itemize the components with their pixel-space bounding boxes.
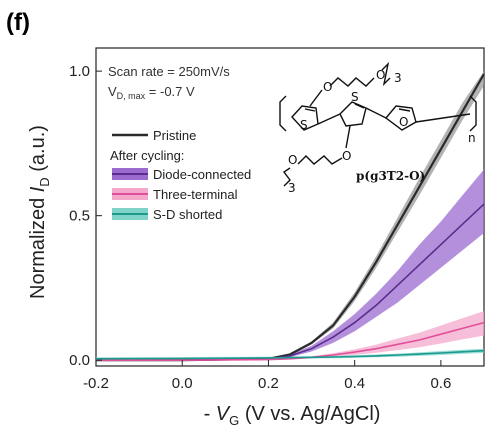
x-tick-label: 0.4 xyxy=(344,375,365,392)
x-tick-label: -0.2 xyxy=(83,375,109,392)
chem-oxygen-bottom-2: O xyxy=(288,153,297,167)
y-tick-label: 0.5 xyxy=(69,208,90,225)
sidechain-bottom-end xyxy=(282,167,291,187)
x-tick-label: 0.6 xyxy=(430,375,451,392)
legend-label-sd: S-D shorted xyxy=(153,207,222,222)
y-axis-title-prefix: Normalized xyxy=(27,192,49,299)
x-axis-title-sub: G xyxy=(229,413,239,428)
structure-left-bracket xyxy=(279,95,287,132)
x-tick-label: 0.2 xyxy=(258,375,279,392)
y-tick-label: 1.0 xyxy=(69,63,90,80)
y-axis-ticks: 0.0 0.5 1.0 xyxy=(69,63,102,369)
x-axis-title-var: V xyxy=(216,403,231,425)
band-pristine xyxy=(96,71,484,361)
series-lines xyxy=(95,73,485,362)
panel-label: (f) xyxy=(6,9,30,36)
sidechain-top-1 xyxy=(309,89,323,107)
chem-oxygen-top-1: O xyxy=(323,80,332,94)
double-bond-1 xyxy=(304,108,316,112)
thiophene-1 xyxy=(291,105,319,131)
thiophene-2 xyxy=(339,101,367,127)
y-axis-title-sub: D xyxy=(37,177,52,186)
band-s-d-shorted xyxy=(96,348,484,361)
legend-label-diode: Diode-connected xyxy=(153,167,251,182)
y-axis-title: Normalized ID (a.u.) xyxy=(27,125,52,299)
chem-sulfur-1: S xyxy=(300,118,308,132)
sidechain-top-end xyxy=(381,61,391,87)
bond-2 xyxy=(365,107,387,119)
sidechain-top xyxy=(329,77,375,87)
y-axis-title-var: I xyxy=(27,186,49,192)
chem-sulfur-2: S xyxy=(351,90,359,104)
y-tick-label: 0.0 xyxy=(69,352,90,369)
x-axis-title-unit: (V vs. Ag/AgCl) xyxy=(239,403,380,425)
vd-rest: = -0.7 V xyxy=(145,84,195,99)
bond-3 xyxy=(415,113,471,123)
double-bond-3 xyxy=(398,108,411,112)
chem-oxygen-bottom-1: O xyxy=(342,149,351,163)
x-tick-label: 0.0 xyxy=(172,375,193,392)
chem-oxygen-furan: O xyxy=(399,115,408,129)
vd-main: V xyxy=(108,84,117,99)
x-axis-title: - VG (V vs. Ag/AgCl) xyxy=(204,403,381,428)
double-bond-2 xyxy=(354,103,365,109)
line-three-terminal xyxy=(96,321,485,362)
y-axis-title-unit: (a.u.) xyxy=(27,125,49,177)
legend: Pristine After cycling: Diode-connected … xyxy=(110,128,251,222)
scan-rate-annotation: Scan rate = 250mV/s xyxy=(108,64,230,79)
confidence-bands xyxy=(96,71,484,361)
chem-n: n xyxy=(468,131,476,145)
chemical-structure xyxy=(279,61,477,187)
legend-label-pristine: Pristine xyxy=(153,128,196,143)
legend-group-label: After cycling: xyxy=(110,148,184,163)
chem-oxygen-top-2: O xyxy=(376,68,385,82)
structure-right-bracket xyxy=(469,95,477,132)
line-s-d-shorted xyxy=(95,349,485,360)
chemical-structure-labels: O O 3 S S O O O 3 n p(g3T2-O) xyxy=(288,68,476,195)
sidechain-bottom-1 xyxy=(345,125,351,149)
chem-sub3-top: 3 xyxy=(394,71,402,85)
furan-ring xyxy=(384,105,417,131)
x-axis-ticks: -0.2 0.0 0.2 0.4 0.6 xyxy=(83,360,451,392)
polymer-name: p(g3T2-O) xyxy=(356,169,425,183)
vd-sub: D, max xyxy=(117,91,146,101)
x-axis-title-prefix: - xyxy=(204,403,216,425)
vd-max-annotation: VD, max = -0.7 V xyxy=(108,84,195,101)
bond-1 xyxy=(317,113,341,125)
sidechain-bottom xyxy=(297,155,343,165)
legend-label-three-terminal: Three-terminal xyxy=(153,187,238,202)
band-diode-connected xyxy=(96,169,484,361)
chem-sub3-bottom: 3 xyxy=(288,181,296,195)
band-three-terminal xyxy=(96,311,484,361)
